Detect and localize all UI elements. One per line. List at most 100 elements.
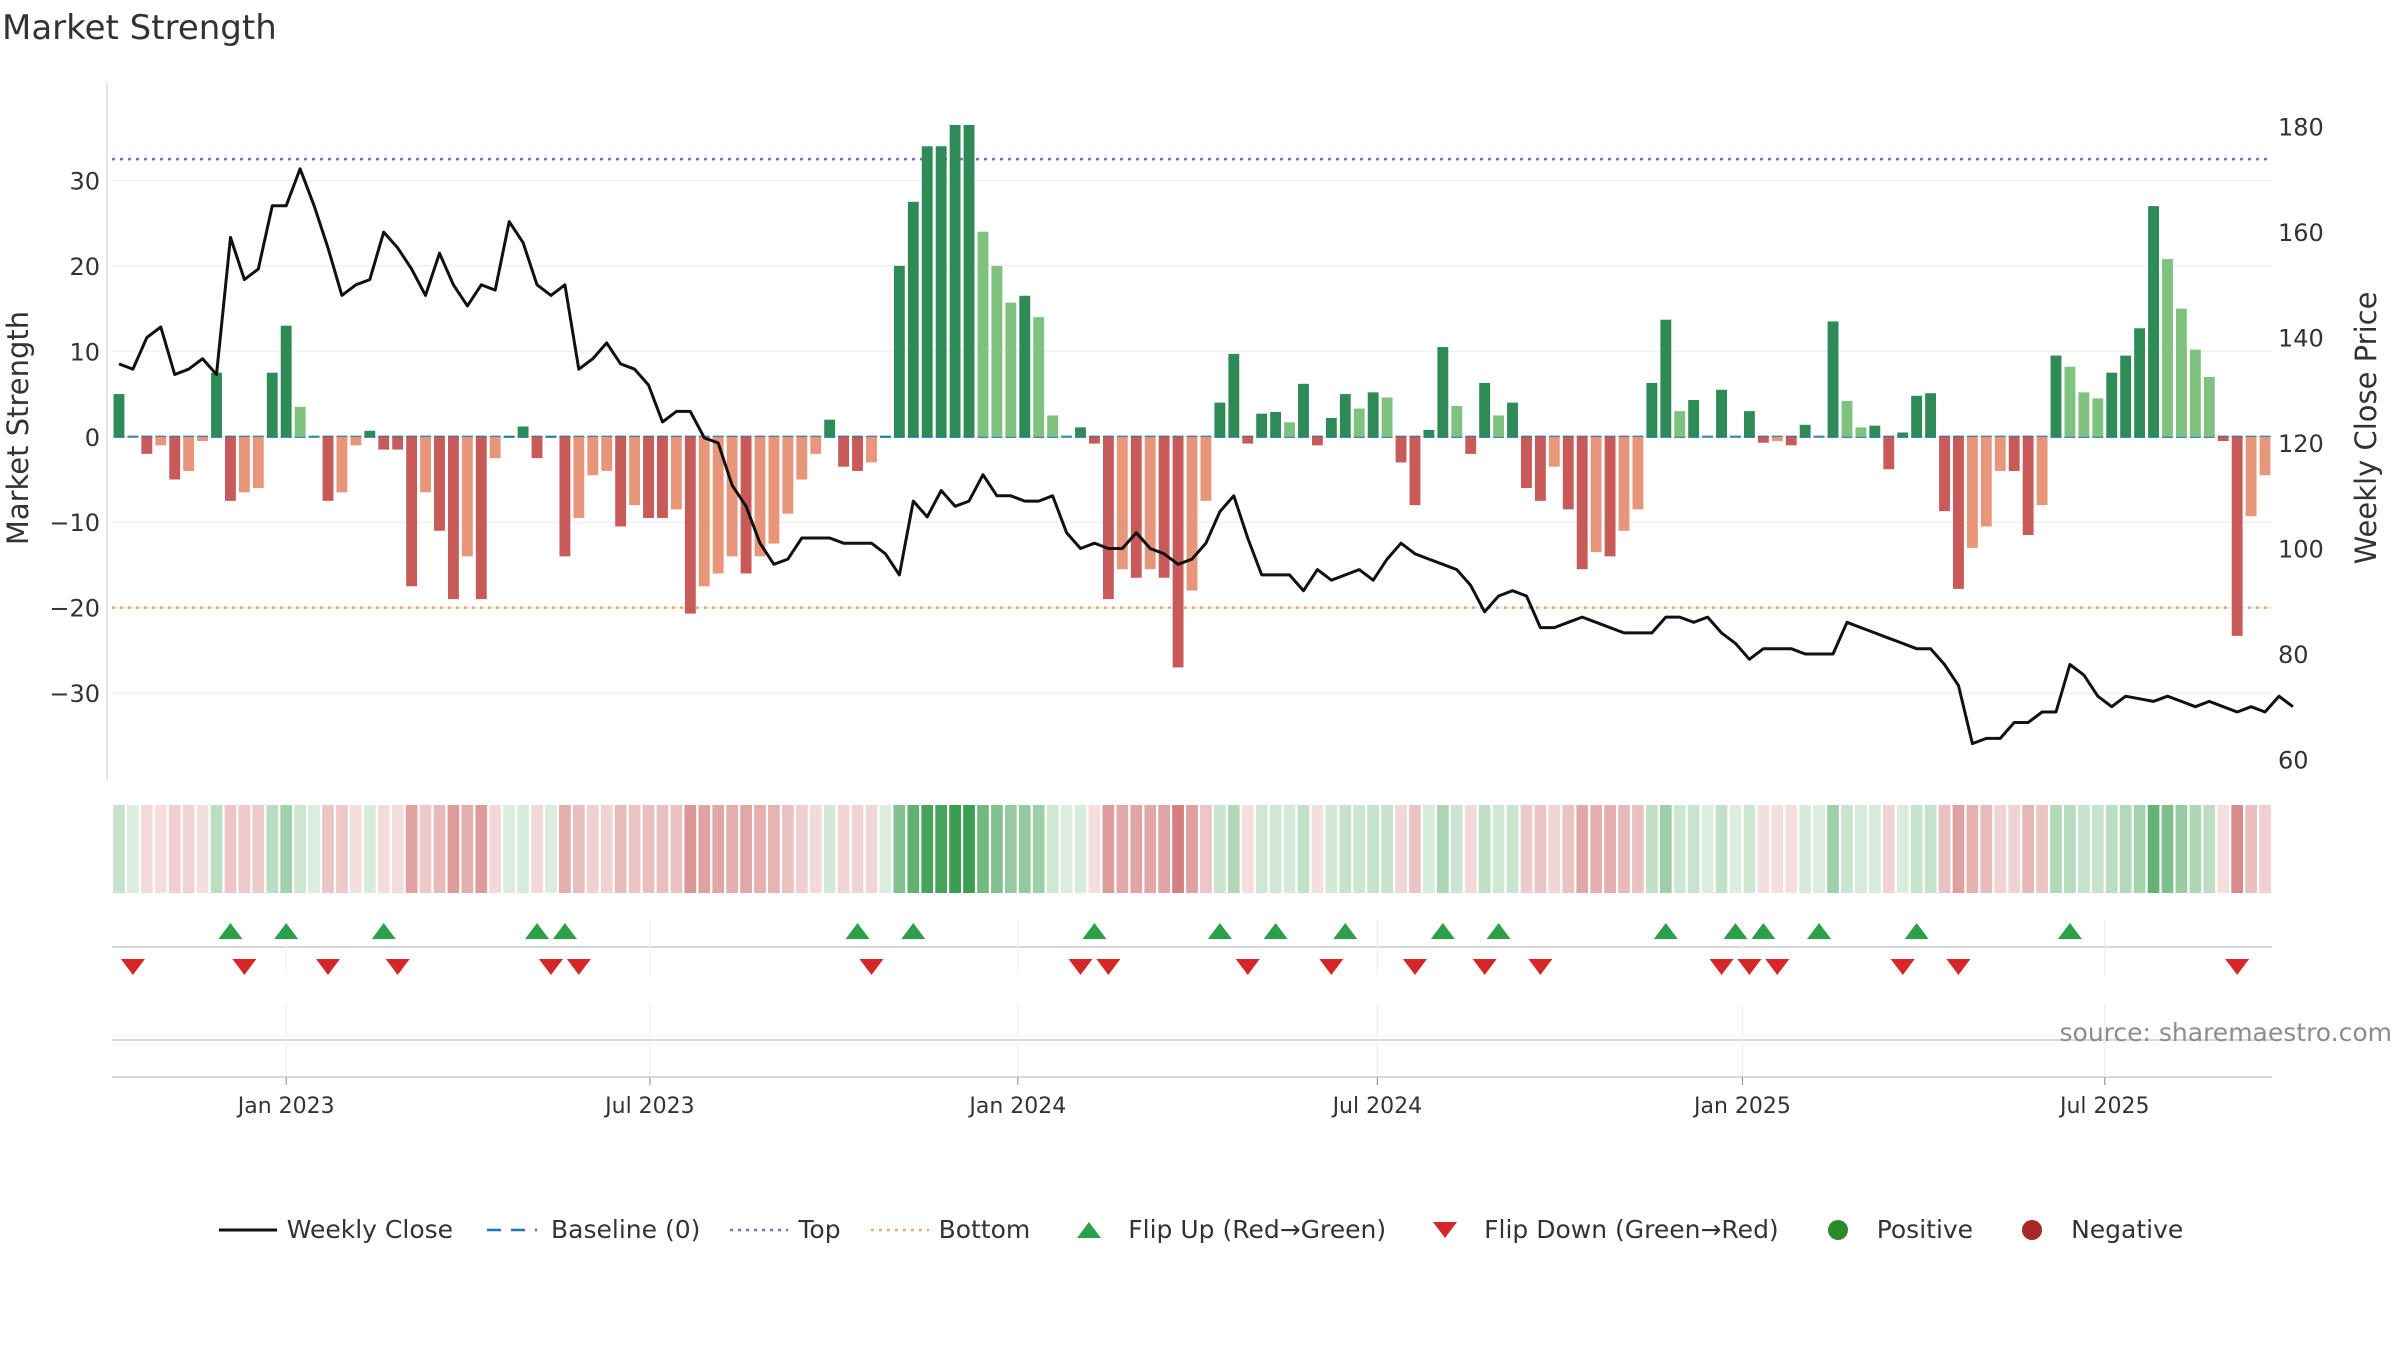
heat-cell: [1896, 805, 1909, 893]
heat-cell: [1966, 805, 1979, 893]
heat-cell: [1632, 805, 1644, 893]
heat-cell: [1144, 805, 1157, 893]
strength-bar: [1451, 406, 1463, 437]
strength-bar: [2245, 436, 2257, 517]
strength-bar: [1841, 400, 1853, 437]
right-tick-label: 100: [2278, 536, 2324, 564]
flip-down-icon: [1709, 959, 1734, 975]
heat-cell: [168, 805, 181, 893]
heat-cell: [2008, 805, 2021, 893]
strength-bar: [1883, 436, 1895, 470]
strength-bar: [1075, 427, 1086, 437]
heat-cell: [837, 805, 850, 893]
strength-bar: [782, 436, 794, 514]
left-axis: 30 20 10 0 −10 −20 −30: [49, 167, 100, 708]
heat-cell: [740, 805, 752, 893]
heat-cell: [1367, 805, 1380, 893]
strength-bar: [1381, 397, 1393, 437]
strength-bar: [211, 372, 222, 437]
strength-bar: [1702, 436, 1714, 438]
strength-bar: [447, 436, 459, 600]
heat-cell: [280, 805, 293, 893]
heat-cell: [336, 805, 348, 893]
strength-bar: [698, 436, 710, 587]
strength-bar: [1186, 436, 1198, 591]
heat-cell: [1046, 805, 1059, 893]
strength-bar: [1353, 408, 1365, 437]
heat-cell: [1492, 805, 1505, 893]
strength-bar: [280, 325, 292, 437]
x-tick-label: Jul 2025: [2058, 1094, 2150, 1119]
strength-bar: [1855, 427, 1867, 437]
strength-bar: [1827, 321, 1839, 437]
heat-cell: [698, 805, 711, 893]
strength-bar: [963, 124, 975, 437]
heat-cell: [545, 805, 557, 893]
flip-up-icon: [845, 923, 870, 939]
grid: [106, 82, 2272, 1078]
legend: Weekly Close Baseline (0) Top Bottom Flip Up…: [0, 1215, 2400, 1244]
heat-cell: [1687, 805, 1700, 893]
strength-bar: [1771, 436, 1783, 442]
heat-cell: [2147, 805, 2160, 893]
legend-item-flip_down: Flip Down (Green→Red): [1414, 1215, 1779, 1244]
strength-bar: [684, 436, 696, 614]
x-tick-label: Jul 2023: [603, 1094, 695, 1119]
heat-cell: [1743, 805, 1756, 893]
flip-down-icon: [1235, 959, 1260, 975]
heat-cell: [1478, 805, 1491, 893]
heat-cell: [1032, 805, 1045, 893]
heat-cell: [1938, 805, 1951, 893]
legend-item-baseline: Baseline (0): [481, 1215, 700, 1244]
legend-item-flip_up: Flip Up (Red→Green): [1058, 1215, 1386, 1244]
strength-bar: [545, 436, 557, 438]
flip-down-icon: [566, 959, 591, 975]
heat-cell: [572, 805, 585, 893]
strength-bar: [1367, 392, 1379, 437]
flip-down-icon: [1402, 959, 1427, 975]
heat-cell: [2217, 805, 2230, 893]
flip-down-icon: [1472, 959, 1497, 975]
x-tick-label: Jan 2025: [1692, 1094, 1791, 1119]
strength-bar: [1339, 394, 1351, 437]
strength-bar: [1618, 436, 1630, 531]
strength-bar: [1521, 436, 1532, 489]
heat-cell: [1395, 805, 1407, 893]
heat-cell: [391, 805, 404, 893]
strength-bar: [643, 436, 654, 518]
heat-cell: [586, 805, 599, 893]
heat-cell: [1548, 805, 1561, 893]
right-tick-label: 140: [2278, 325, 2324, 353]
heat-cell: [1060, 805, 1073, 893]
strength-bar: [1144, 436, 1156, 570]
x-tick-label: Jan 2024: [967, 1094, 1066, 1119]
strength-bar: [768, 436, 780, 544]
heat-cell: [1186, 805, 1198, 893]
strength-bar: [852, 436, 863, 471]
strength-bar: [1730, 436, 1741, 438]
heat-cell: [1464, 805, 1477, 893]
heat-cell: [1813, 805, 1825, 893]
heat-cell: [1604, 805, 1616, 893]
strength-bar: [1688, 400, 1700, 437]
flip-up-icon: [1904, 923, 1929, 939]
heat-cell: [2022, 805, 2034, 893]
heat-cell: [600, 805, 613, 893]
strength-bar: [2106, 372, 2118, 437]
circle-icon: [2001, 1218, 2063, 1242]
strength-bar: [949, 124, 961, 437]
strength-bar: [2259, 436, 2271, 476]
flip-markers: [120, 923, 2250, 975]
flip-down-icon: [1765, 959, 1790, 975]
legend-label: Flip Down (Green→Red): [1484, 1215, 1779, 1244]
strength-bar: [1632, 436, 1644, 510]
heat-cell: [1952, 805, 1965, 893]
heat-cell: [1004, 805, 1017, 893]
strength-bar: [197, 436, 209, 442]
strength-bar: [1325, 417, 1337, 437]
heat-cell: [2078, 805, 2090, 893]
heat-cell: [851, 805, 864, 893]
strength-bar: [420, 436, 431, 493]
flip-down-icon: [859, 959, 884, 975]
